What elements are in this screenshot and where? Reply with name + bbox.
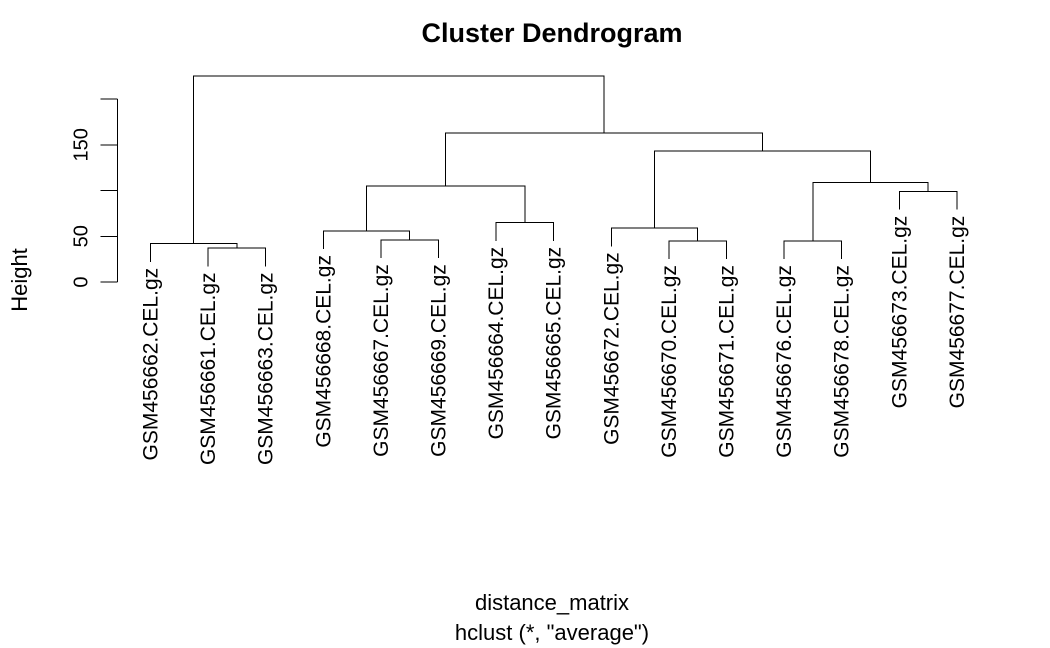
dendrogram-branch: [150, 243, 238, 262]
dendrogram-branch: [366, 185, 526, 231]
dendrogram-branch: [654, 150, 871, 229]
chart-title: Cluster Dendrogram: [421, 18, 682, 48]
dendrogram-branch: [668, 240, 727, 260]
leaf-label: GSM456671.CEL.gz: [716, 265, 739, 458]
leaf-label: GSM456678.CEL.gz: [831, 265, 854, 458]
dendrogram-branch: [898, 190, 958, 210]
leaf-label: GSM456664.CEL.gz: [485, 247, 508, 440]
leaf-label: GSM456668.CEL.gz: [312, 255, 335, 448]
x-axis-label: distance_matrix: [475, 590, 629, 615]
dendrogram-branch: [207, 247, 267, 267]
y-axis-label: Height: [7, 248, 32, 312]
leaf-label: GSM456661.CEL.gz: [197, 272, 220, 465]
y-tick-label: 0: [71, 276, 93, 287]
leaf-label: GSM456663.CEL.gz: [255, 272, 278, 465]
leaf-label: GSM456669.CEL.gz: [428, 264, 451, 457]
dendrogram-branch: [445, 132, 763, 186]
dendrogram-branch: [783, 240, 843, 260]
dendrogram-branch: [380, 239, 439, 259]
leaf-label: GSM456665.CEL.gz: [543, 247, 566, 440]
dendrogram-tree: [150, 75, 958, 267]
y-axis: 0 50 150: [71, 98, 118, 288]
dendrogram-branch: [193, 75, 605, 244]
method-sublabel: hclust (*, "average"): [455, 620, 649, 645]
leaf-label: GSM456662.CEL.gz: [140, 268, 163, 461]
leaf-labels: GSM456662.CEL.gz GSM456661.CEL.gz GSM45666…: [140, 216, 969, 465]
leaf-label: GSM456677.CEL.gz: [946, 216, 969, 409]
leaf-label: GSM456667.CEL.gz: [370, 264, 393, 457]
dendrogram-branch: [495, 222, 555, 241]
leaf-label: GSM456672.CEL.gz: [600, 252, 623, 445]
leaf-label: GSM456676.CEL.gz: [773, 265, 796, 458]
leaf-label: GSM456670.CEL.gz: [658, 265, 681, 458]
leaf-label: GSM456673.CEL.gz: [888, 216, 911, 409]
y-tick-label: 150: [71, 128, 93, 161]
y-tick-label: 50: [71, 225, 93, 247]
dendrogram-branch: [610, 227, 699, 247]
